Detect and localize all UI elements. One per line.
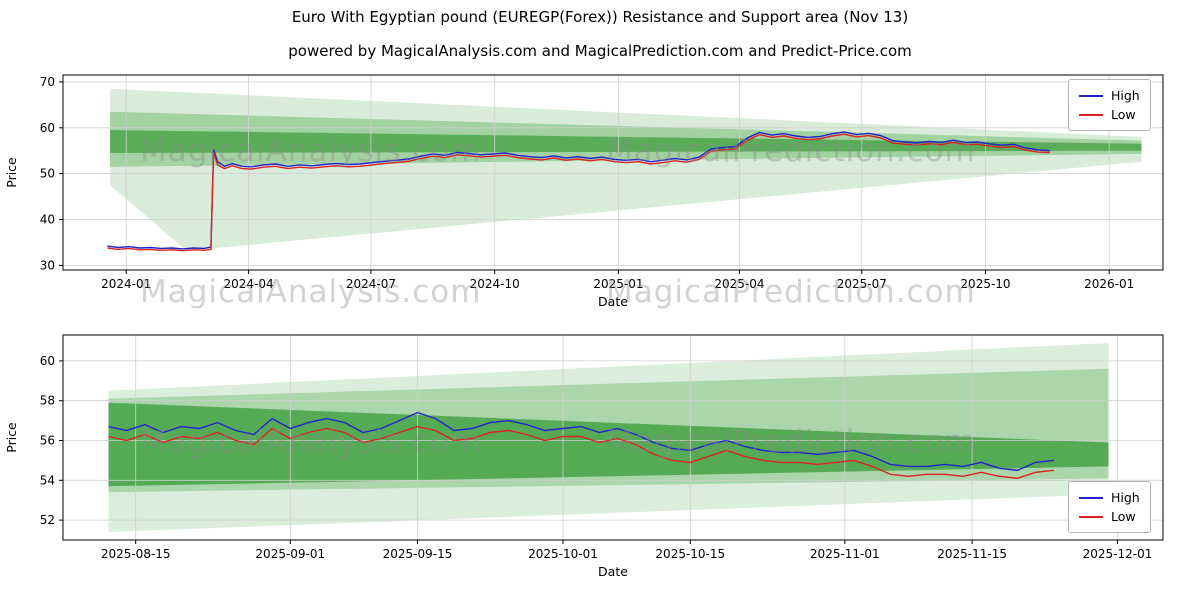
svg-text:52: 52: [40, 513, 55, 527]
svg-text:2025-10: 2025-10: [960, 277, 1010, 291]
svg-text:2025-04: 2025-04: [714, 277, 764, 291]
legend-item-low: Low: [1079, 507, 1140, 526]
svg-text:60: 60: [40, 354, 55, 368]
legend-top-chart: High Low: [1068, 79, 1151, 131]
svg-text:70: 70: [40, 75, 55, 89]
svg-text:2025-11-15: 2025-11-15: [937, 547, 1007, 561]
svg-text:Date: Date: [598, 294, 628, 309]
low-line-swatch: [1079, 113, 1103, 116]
high-line-swatch: [1079, 94, 1103, 97]
low-line-swatch: [1079, 515, 1103, 518]
chart-subtitle: powered by MagicalAnalysis.com and Magic…: [288, 42, 912, 60]
bottom-chart-plot: 2025-08-15 2025-09-01 2025-09-15 2025-10-01…: [4, 334, 1164, 579]
svg-text:40: 40: [40, 213, 55, 227]
legend-label-high: High: [1111, 87, 1140, 103]
svg-text:2025-09-15: 2025-09-15: [383, 547, 453, 561]
svg-text:2025-01: 2025-01: [593, 277, 643, 291]
legend-label-high: High: [1111, 489, 1140, 505]
svg-text:2025-08-15: 2025-08-15: [101, 547, 171, 561]
svg-text:Price: Price: [4, 422, 19, 453]
svg-text:2025-09-01: 2025-09-01: [255, 547, 325, 561]
svg-text:54: 54: [40, 473, 55, 487]
svg-text:2025-10-15: 2025-10-15: [655, 547, 725, 561]
legend-label-low: Low: [1111, 106, 1136, 122]
svg-text:50: 50: [40, 167, 55, 181]
top-chart-plot: 2024-01 2024-04 2024-07 2024-10 2025-01 2025-…: [4, 74, 1164, 309]
legend-item-high: High: [1079, 86, 1140, 105]
svg-text:2025-11-01: 2025-11-01: [810, 547, 880, 561]
legend-item-low: Low: [1079, 105, 1140, 124]
svg-text:2025-07: 2025-07: [837, 277, 887, 291]
svg-text:2024-10: 2024-10: [470, 277, 520, 291]
legend-bottom-chart: High Low: [1068, 481, 1151, 533]
svg-text:2025-10-01: 2025-10-01: [528, 547, 598, 561]
svg-text:56: 56: [40, 434, 55, 448]
svg-text:2025-12-01: 2025-12-01: [1083, 547, 1153, 561]
svg-text:60: 60: [40, 121, 55, 135]
legend-item-high: High: [1079, 488, 1140, 507]
svg-text:30: 30: [40, 258, 55, 272]
svg-text:2024-01: 2024-01: [101, 277, 151, 291]
svg-text:58: 58: [40, 394, 55, 408]
high-line-swatch: [1079, 496, 1103, 499]
legend-label-low: Low: [1111, 508, 1136, 524]
svg-text:Price: Price: [4, 157, 19, 188]
svg-text:Date: Date: [598, 564, 628, 579]
svg-text:2026-01: 2026-01: [1084, 277, 1134, 291]
svg-text:2024-04: 2024-04: [224, 277, 274, 291]
svg-text:2024-07: 2024-07: [346, 277, 396, 291]
chart-title: Euro With Egyptian pound (EUREGP(Forex))…: [291, 8, 909, 26]
